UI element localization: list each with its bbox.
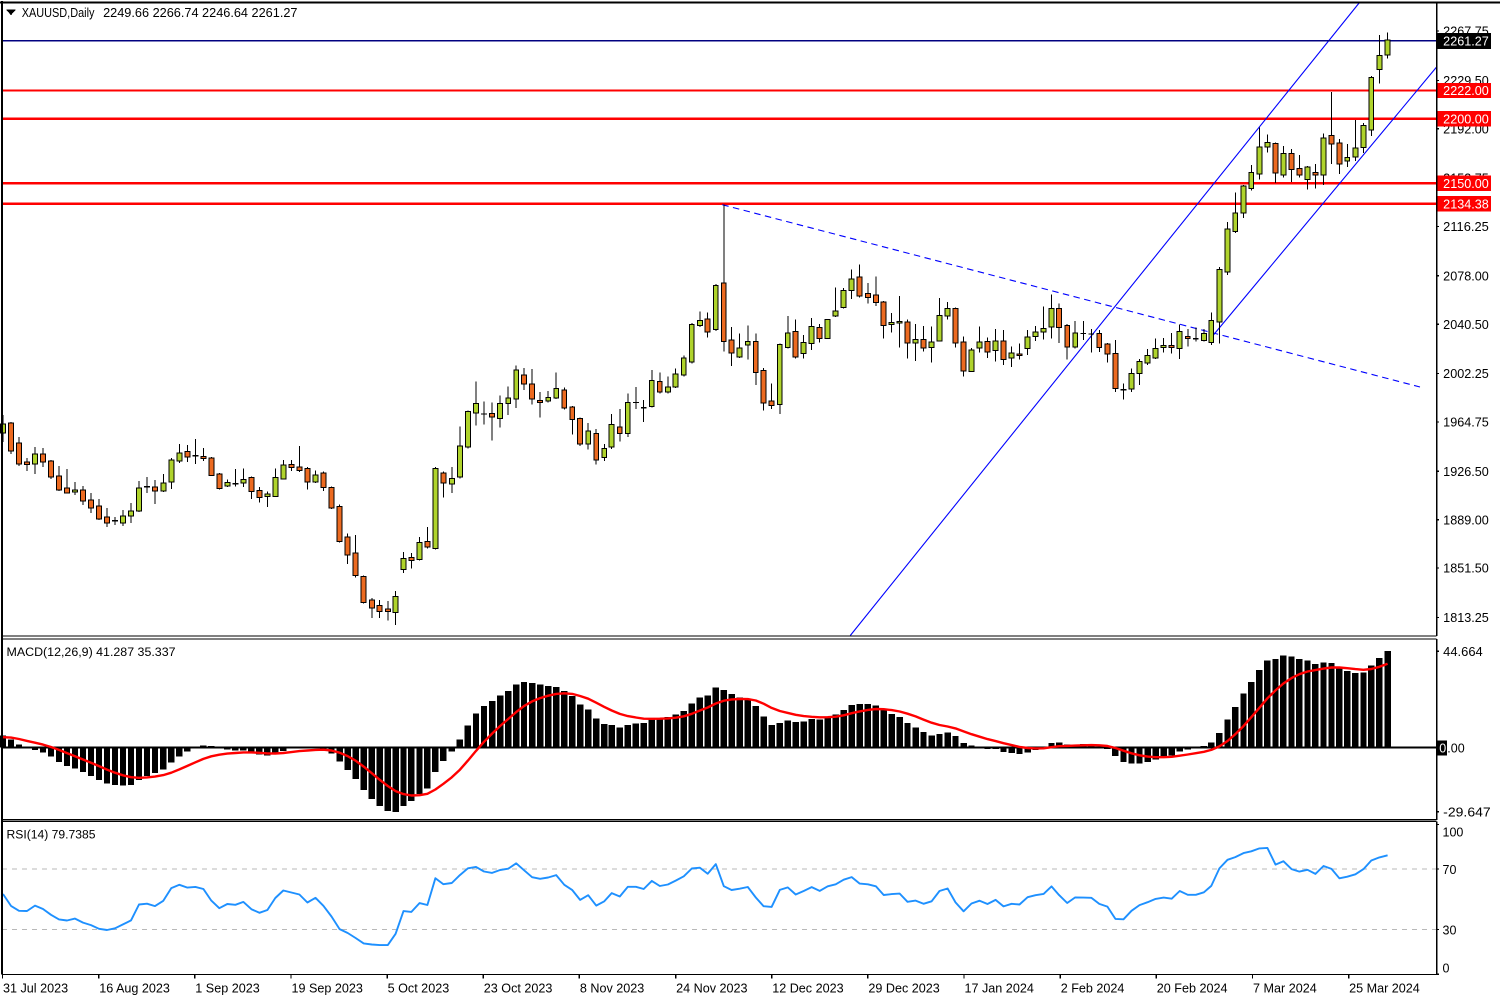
svg-text:.00: .00 [1447,742,1464,756]
svg-text:2078.00: 2078.00 [1443,269,1489,283]
svg-text:1851.50: 1851.50 [1443,562,1489,576]
svg-text:30: 30 [1443,923,1457,937]
svg-text:70: 70 [1443,863,1457,877]
svg-text:2200.00: 2200.00 [1443,112,1489,126]
svg-text:-29.647: -29.647 [1443,805,1491,819]
svg-text:5 Oct 2023: 5 Oct 2023 [388,982,450,996]
svg-text:2002.25: 2002.25 [1443,367,1489,381]
svg-text:31 Jul 2023: 31 Jul 2023 [3,982,68,996]
svg-text:MACD(12,26,9) 41.287 35.337: MACD(12,26,9) 41.287 35.337 [7,645,176,659]
svg-text:20 Feb 2024: 20 Feb 2024 [1157,982,1228,996]
svg-text:12 Dec 2023: 12 Dec 2023 [772,982,843,996]
svg-text:44.664: 44.664 [1443,645,1483,659]
svg-text:2116.25: 2116.25 [1443,220,1489,234]
svg-text:29 Dec 2023: 29 Dec 2023 [868,982,939,996]
svg-text:16 Aug 2023: 16 Aug 2023 [99,982,170,996]
svg-text:100: 100 [1443,825,1464,839]
svg-text:1964.75: 1964.75 [1443,416,1489,430]
svg-text:1926.50: 1926.50 [1443,465,1489,479]
svg-text:1889.00: 1889.00 [1443,513,1489,527]
svg-text:2040.50: 2040.50 [1443,318,1489,332]
svg-text:2134.38: 2134.38 [1443,197,1489,211]
svg-text:1813.25: 1813.25 [1443,611,1489,625]
svg-text:2249.66 2266.74 2246.64 2261.2: 2249.66 2266.74 2246.64 2261.27 [103,5,297,20]
svg-text:2 Feb 2024: 2 Feb 2024 [1061,982,1125,996]
svg-text:24 Nov 2023: 24 Nov 2023 [676,982,747,996]
svg-text:2150.00: 2150.00 [1443,177,1489,191]
svg-text:19 Sep 2023: 19 Sep 2023 [292,982,363,996]
svg-text:0: 0 [1439,742,1446,756]
svg-text:25 Mar 2024: 25 Mar 2024 [1349,982,1420,996]
svg-text:2261.27: 2261.27 [1443,35,1489,49]
svg-text:23 Oct 2023: 23 Oct 2023 [484,982,553,996]
svg-text:2222.00: 2222.00 [1443,84,1489,98]
svg-text:1 Sep 2023: 1 Sep 2023 [195,982,259,996]
svg-text:17 Jan 2024: 17 Jan 2024 [965,982,1034,996]
svg-text:RSI(14) 79.7385: RSI(14) 79.7385 [7,828,96,842]
svg-text:7 Mar 2024: 7 Mar 2024 [1253,982,1317,996]
svg-text:8 Nov 2023: 8 Nov 2023 [580,982,644,996]
svg-text:0: 0 [1443,962,1450,976]
svg-text:XAUUSD,Daily: XAUUSD,Daily [22,5,95,20]
